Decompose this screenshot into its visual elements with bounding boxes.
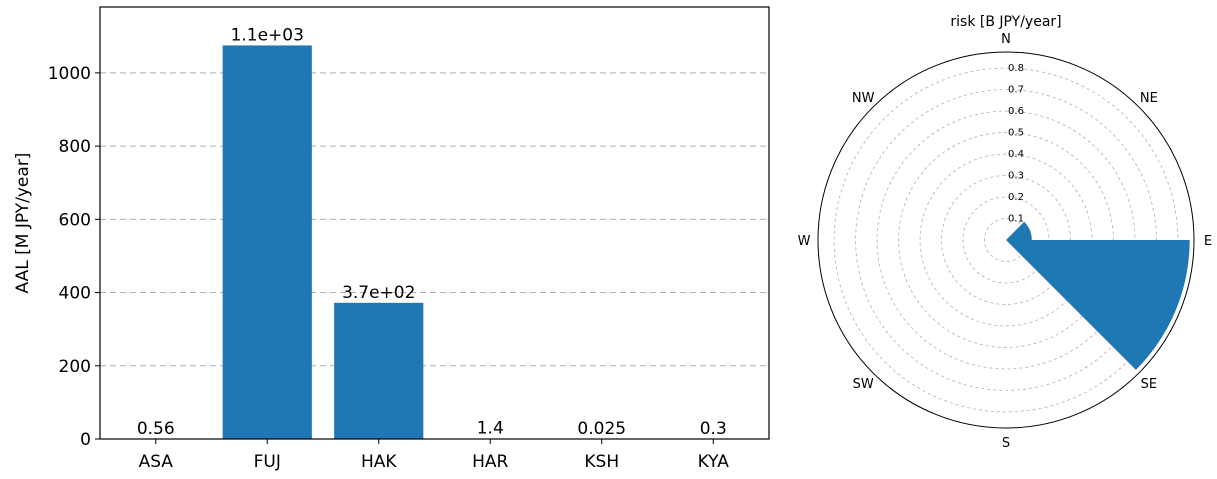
polar-title: risk [B JPY/year] [950, 14, 1061, 30]
y-gridlines [100, 72, 769, 367]
radial-tick-label: 0.5 [1008, 128, 1024, 139]
bar-data-label: 1.4 [477, 418, 504, 438]
direction-labels: N NE E SE S SW W NW [798, 32, 1213, 451]
plot-frame [99, 6, 770, 440]
y-tick-label: 600 [59, 210, 91, 230]
radial-tick-label: 0.2 [1008, 192, 1024, 203]
direction-label: W [798, 234, 811, 249]
y-axis-ticks: 0 200 400 600 800 1000 [48, 64, 100, 450]
radial-tick-label: 0.8 [1008, 63, 1024, 74]
bars [111, 45, 758, 440]
radial-tick-labels: 0.1 0.2 0.3 0.4 0.5 0.6 0.7 0.8 [1008, 63, 1024, 224]
radial-tick-label: 0.7 [1008, 85, 1024, 96]
polar-sectors [1006, 221, 1190, 370]
radial-tick-label: 0.1 [1008, 214, 1024, 225]
x-tick-label: FUJ [254, 452, 281, 472]
x-axis-ticks: ASA FUJ HAK HAR KSH KYA [139, 439, 730, 472]
bar-data-label: 0.3 [700, 419, 727, 439]
direction-label: NE [1140, 91, 1158, 106]
x-tick-label: KSH [584, 452, 619, 472]
bar-hak [334, 302, 424, 439]
radial-tick-label: 0.3 [1008, 171, 1024, 182]
bar-fuj [222, 45, 312, 440]
bar-data-label: 3.7e+02 [342, 283, 415, 303]
direction-label: S [1002, 436, 1010, 451]
polar-sector [1006, 240, 1190, 370]
y-tick-label: 1000 [48, 64, 91, 84]
direction-label: SW [853, 377, 874, 392]
y-tick-label: 0 [80, 430, 91, 450]
y-tick-label: 400 [59, 284, 91, 304]
y-tick-label: 800 [59, 137, 91, 157]
y-axis-label: AAL [M JPY/year] [13, 153, 33, 294]
x-tick-label: HAR [472, 452, 508, 472]
radial-tick-label: 0.4 [1008, 149, 1024, 160]
direction-label: NW [852, 91, 875, 106]
bar-data-label: 0.025 [577, 419, 626, 439]
polar-chart: 0.1 0.2 0.3 0.4 0.5 0.6 0.7 0.8 N NE E SE S SW W NW ri… [798, 14, 1213, 451]
radial-tick-label: 0.6 [1008, 106, 1024, 117]
x-tick-label: HAK [361, 452, 397, 472]
x-tick-label: KYA [698, 452, 730, 472]
bar-chart: 0.56 1.1e+03 3.7e+02 1.4 0.025 0.3 0 200 400 600… [13, 6, 770, 472]
x-tick-label: ASA [139, 452, 174, 472]
direction-label: N [1001, 32, 1011, 47]
bar-data-label: 0.56 [137, 419, 175, 439]
bar-data-label: 1.1e+03 [231, 25, 304, 45]
polar-sector [1006, 221, 1032, 240]
polar-frame [817, 51, 1195, 429]
bar-data-labels: 0.56 1.1e+03 3.7e+02 1.4 0.025 0.3 [137, 25, 727, 439]
direction-label: SE [1141, 377, 1157, 392]
direction-label: E [1204, 234, 1212, 249]
y-tick-label: 200 [59, 357, 91, 377]
